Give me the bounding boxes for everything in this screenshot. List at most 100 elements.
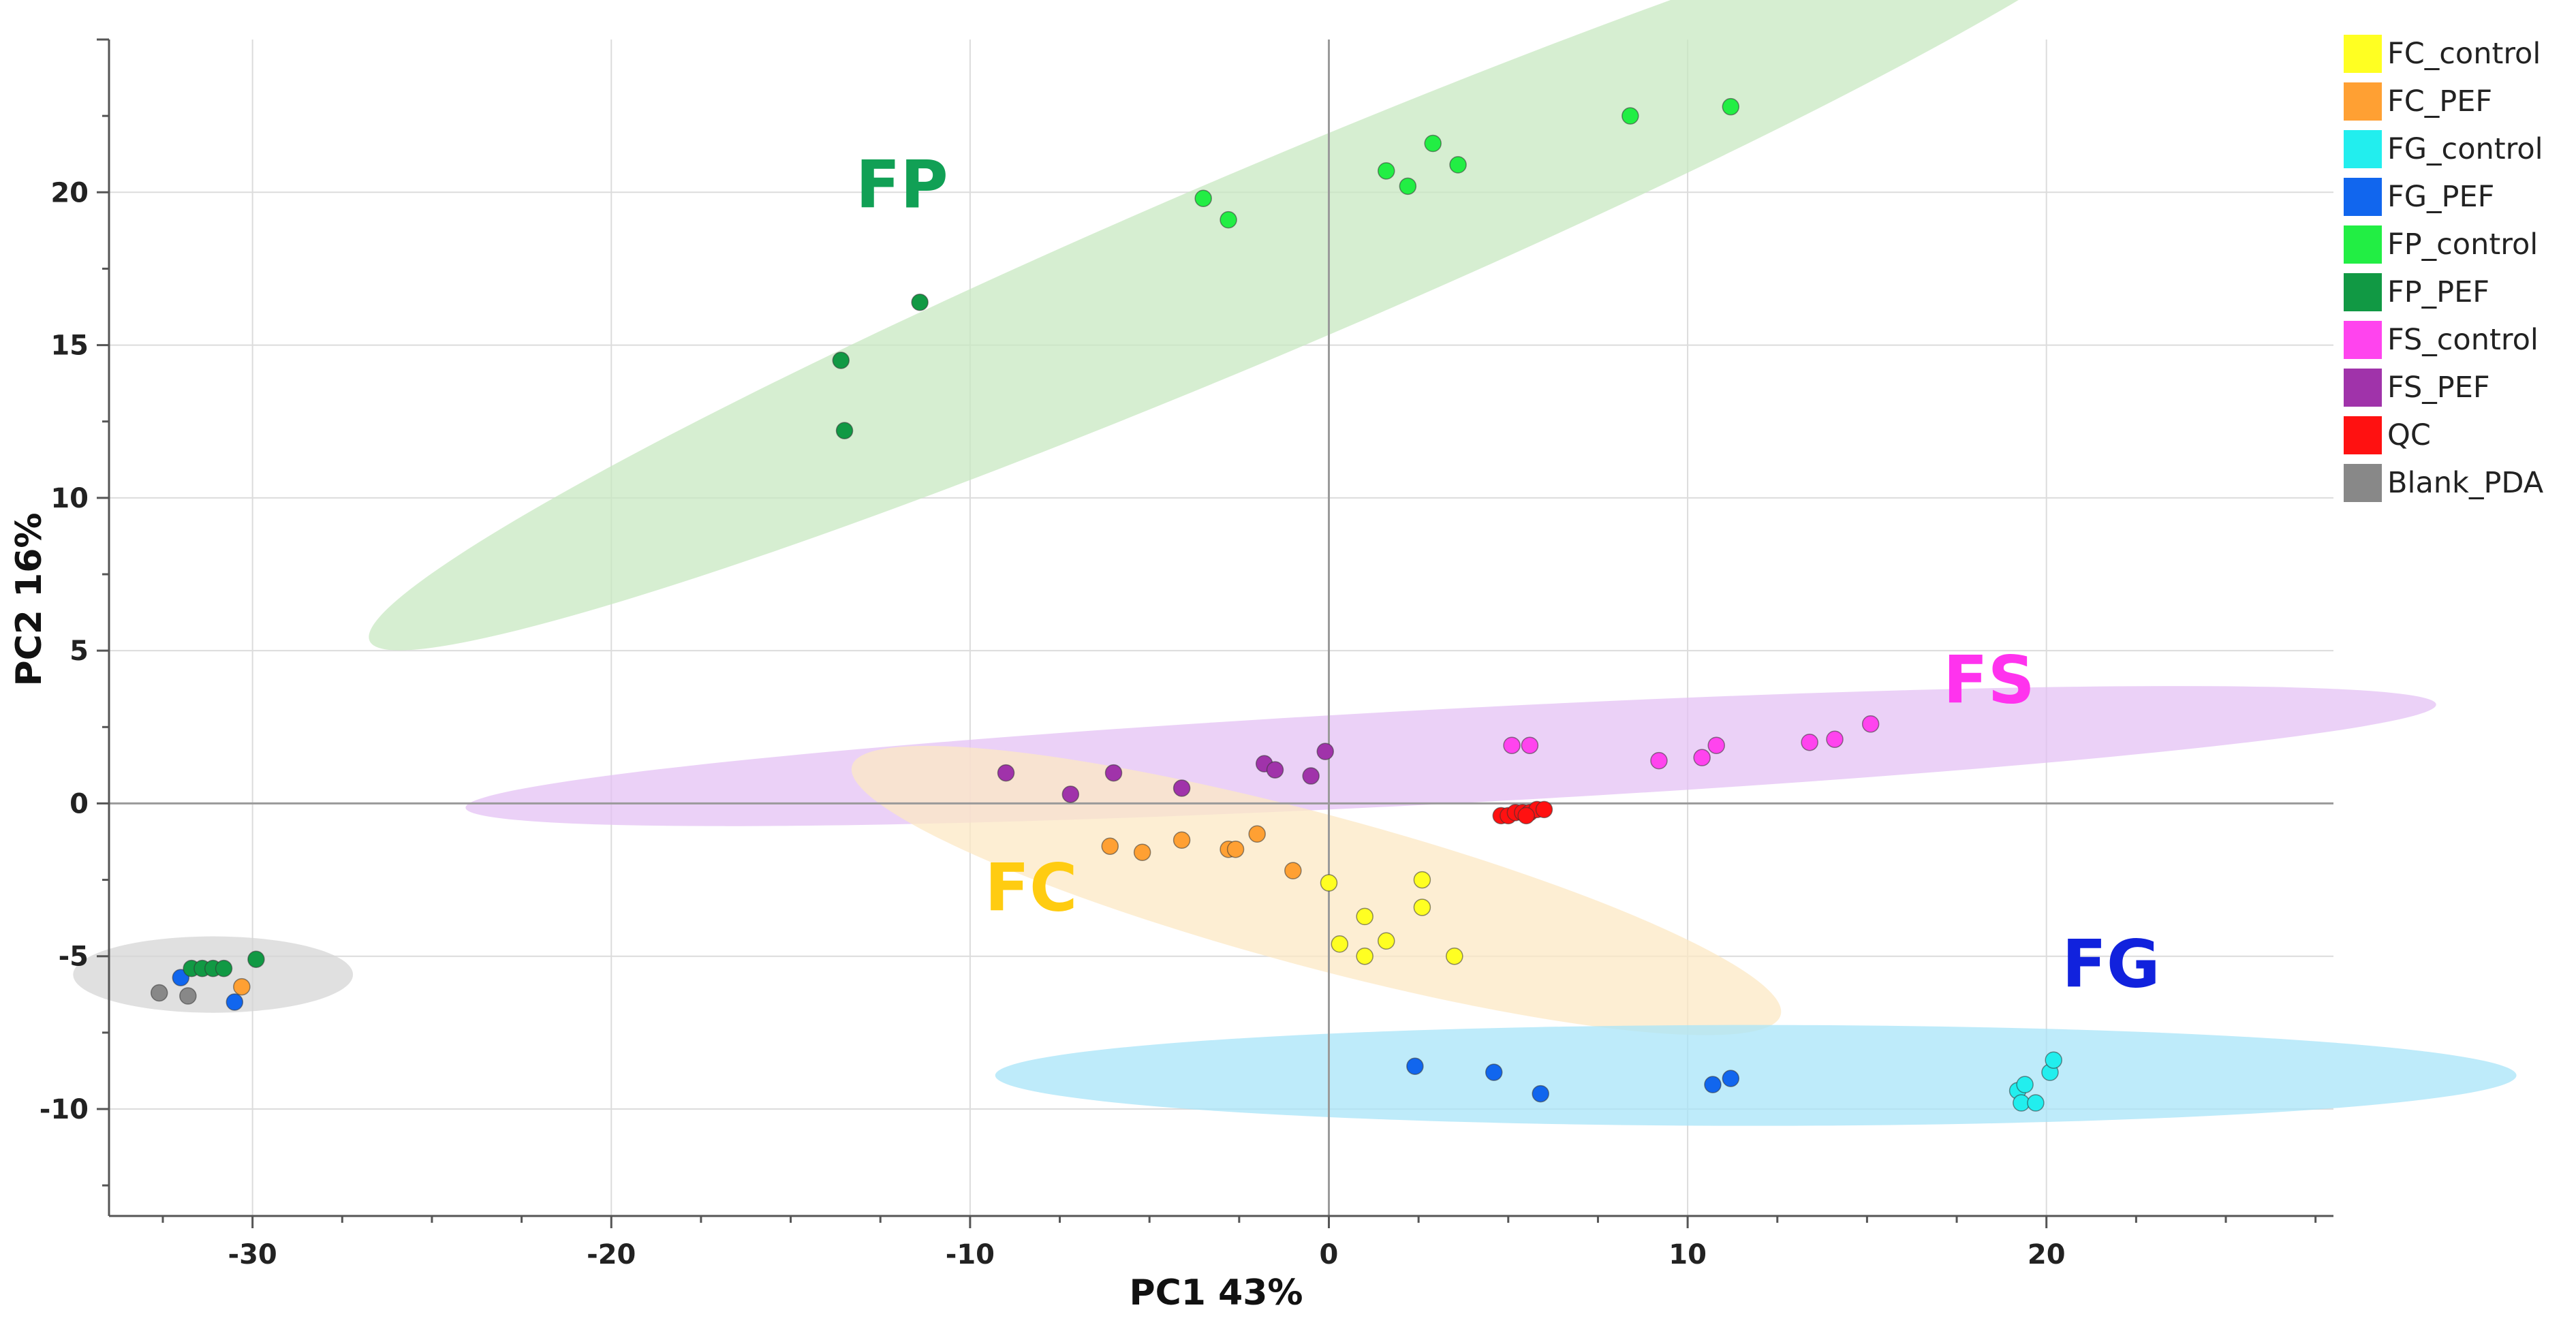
cluster-label-fp: FP [856,147,948,223]
legend-item: FS_PEF [2344,364,2543,411]
data-point-fc-control [1413,899,1431,916]
legend-item: FC_control [2344,30,2543,78]
data-point-fc-pef [1248,825,1266,843]
legend-item: FC_PEF [2344,78,2543,125]
axes: -30 -20 -10 0 10 20 -10 -5 0 5 10 15 20 [40,38,2333,1270]
data-point-fp-pef [215,959,233,978]
cluster-labels: FP FS FC FG [856,147,2160,1003]
x-tick-label: -30 [228,1239,277,1270]
data-point-fc-pef [1284,862,1302,879]
data-point-fp-control [1722,97,1740,116]
legend-swatch [2344,178,2382,216]
x-axis-label: PC1 43% [1129,1273,1303,1313]
cluster-ellipse [465,686,2436,826]
legend-swatch [2344,35,2382,73]
x-tick-label: 20 [2028,1239,2066,1270]
data-point-fs-pef [1302,767,1320,785]
data-point-fc-pef [1133,843,1151,861]
data-point-fg-pef [1485,1063,1503,1081]
data-point-qc [1517,807,1535,825]
legend-item: FP_PEF [2344,268,2543,316]
data-point-fg-control [2016,1076,2034,1093]
cluster-ellipse [995,1025,2517,1126]
data-point-fs-pef [1104,764,1123,782]
data-point-fs-control [1861,715,1880,733]
data-point-fp-pef [835,422,854,439]
legend-item: Blank_PDA [2344,459,2543,507]
data-point-fp-control [1424,134,1442,153]
data-point-fg-pef [1532,1084,1549,1103]
legend-label: FP_PEF [2387,275,2489,309]
legend-item: FS_control [2344,316,2543,364]
data-point-fg-control [2045,1051,2062,1069]
data-point-fs-pef [1061,785,1080,803]
data-point-fs-pef [1266,761,1284,779]
data-point-fp-control [1220,210,1237,229]
data-point-fs-control [1521,736,1539,754]
data-point-fs-pef [997,764,1015,782]
data-points [150,97,2062,1112]
legend-swatch [2344,321,2382,359]
legend-label: Blank_PDA [2387,466,2544,500]
legend-label: FG_control [2387,132,2543,166]
data-point-fs-control [1650,751,1668,770]
legend-swatch [2344,130,2382,168]
data-point-fs-control [1707,736,1725,754]
x-tick-label: 10 [1669,1239,1707,1270]
data-point-fc-control [1320,874,1338,892]
cluster-label-fc: FC [984,849,1077,926]
data-point-fp-control [1399,177,1417,196]
cluster-ellipse [851,745,1782,1035]
legend: FC_control FC_PEF FG_control FG_PEF FP_contr… [2344,30,2543,507]
legend-label: FC_control [2387,37,2541,71]
y-axis-label: PC2 16% [9,512,50,686]
y-tick-label: 20 [50,177,89,208]
y-tick-label: -5 [59,941,89,973]
data-point-fc-control [1331,935,1349,953]
data-point-fs-pef [1173,779,1191,797]
data-point-fc-control [1356,907,1374,926]
data-point-qc [1535,800,1553,819]
legend-label: FG_PEF [2387,180,2495,214]
cluster-ellipses [73,0,2517,1126]
y-tick-label: 15 [50,330,89,362]
legend-item: FG_PEF [2344,173,2543,221]
data-point-fp-pef [911,294,929,311]
data-point-fc-pef [1226,840,1245,858]
data-point-blank-pda [179,987,197,1005]
legend-label: FC_PEF [2387,84,2493,119]
legend-swatch [2344,82,2382,121]
x-tick-label: 0 [1320,1239,1339,1270]
data-point-fp-control [1377,162,1395,180]
data-point-fc-pef [1101,837,1119,855]
legend-item: FG_control [2344,125,2543,173]
x-tick-label: -10 [946,1239,995,1270]
x-tick-label: -20 [587,1239,636,1270]
data-point-fs-control [1801,733,1818,751]
data-point-fg-pef [1722,1070,1740,1087]
data-point-fc-control [1446,947,1463,965]
data-point-fs-control [1693,749,1711,766]
data-point-fp-control [1194,189,1212,208]
data-point-fs-control [1503,736,1521,754]
data-point-fp-control [1621,107,1639,125]
data-point-fg-control [2027,1094,2045,1112]
legend-swatch [2344,369,2382,407]
legend-label: FP_control [2387,228,2539,262]
cluster-label-fs: FS [1943,642,2035,718]
legend-swatch [2344,464,2382,502]
cluster-ellipse [369,0,2167,651]
y-tick-label: -10 [40,1094,89,1125]
data-point-fg-pef [1406,1057,1424,1075]
data-point-fc-pef [1173,831,1191,849]
data-point-fc-control [1356,947,1374,965]
legend-label: FS_control [2387,323,2539,357]
y-tick-label: 5 [69,636,89,667]
legend-item: FP_control [2344,221,2543,268]
legend-label: FS_PEF [2387,371,2490,405]
data-point-fp-pef [247,950,265,968]
data-point-fp-pef [832,352,850,369]
y-tick-label: 0 [69,788,89,819]
legend-label: QC [2387,418,2431,452]
